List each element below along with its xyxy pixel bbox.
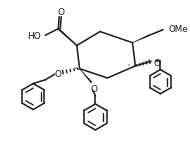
Text: '': ''	[73, 67, 77, 76]
Text: OMe: OMe	[169, 25, 188, 34]
Text: O: O	[90, 85, 97, 94]
Text: O: O	[154, 59, 161, 68]
Text: O: O	[58, 9, 65, 18]
Text: O: O	[55, 70, 62, 79]
Polygon shape	[132, 34, 150, 43]
Text: HO: HO	[27, 32, 41, 41]
Text: ': '	[127, 64, 129, 73]
Polygon shape	[58, 28, 77, 46]
Polygon shape	[79, 69, 92, 83]
